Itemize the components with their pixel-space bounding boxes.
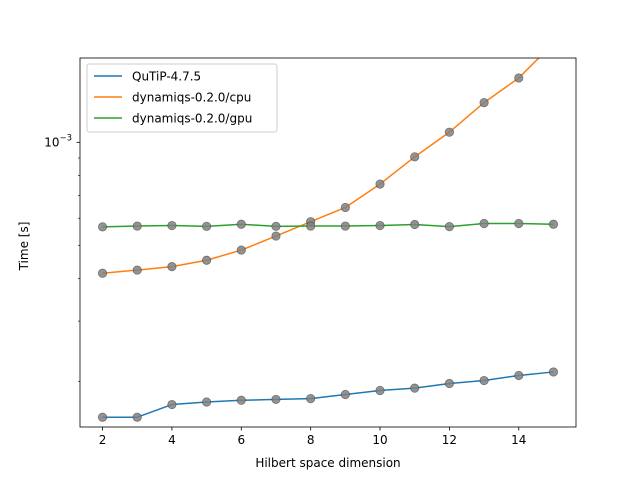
series-layer bbox=[97, 39, 559, 422]
data-point bbox=[514, 218, 524, 229]
x-tick-label: 4 bbox=[168, 433, 176, 447]
legend-label-2: dynamiqs-0.2.0/gpu bbox=[132, 112, 252, 126]
data-point bbox=[306, 221, 316, 231]
data-point bbox=[271, 394, 281, 405]
x-tick-label: 6 bbox=[237, 433, 245, 447]
data-point bbox=[167, 220, 177, 231]
data-point bbox=[444, 378, 454, 389]
data-point bbox=[97, 412, 108, 422]
data-point bbox=[444, 221, 454, 232]
x-tick-label: 10 bbox=[372, 433, 387, 447]
legend: QuTiP-4.7.5 dynamiqs-0.2.0/cpu dynamiqs-0.… bbox=[86, 63, 278, 133]
data-point bbox=[97, 268, 108, 278]
data-point bbox=[549, 39, 557, 47]
data-point bbox=[132, 221, 142, 231]
data-point bbox=[479, 98, 489, 108]
x-tick-label: 14 bbox=[511, 433, 526, 447]
y-axis-label: Time [s] bbox=[17, 222, 31, 272]
y-tick-label: 10−3 bbox=[44, 133, 72, 149]
data-point bbox=[202, 221, 212, 231]
data-point bbox=[167, 399, 177, 410]
data-point bbox=[167, 262, 177, 272]
legend-label-1: dynamiqs-0.2.0/cpu bbox=[132, 91, 251, 105]
plot-frame bbox=[79, 57, 577, 428]
data-point bbox=[271, 231, 281, 241]
data-point bbox=[132, 265, 142, 275]
data-point bbox=[375, 179, 385, 189]
data-point bbox=[375, 220, 385, 231]
data-point bbox=[97, 222, 108, 232]
data-point bbox=[548, 219, 559, 229]
data-point bbox=[410, 383, 420, 393]
series-line-0 bbox=[102, 371, 554, 418]
series-line-1 bbox=[102, 58, 540, 275]
x-axis-label: Hilbert space dimension bbox=[255, 456, 400, 470]
data-point bbox=[375, 385, 385, 396]
data-point bbox=[236, 245, 246, 255]
data-point bbox=[410, 152, 420, 162]
x-tick-label: 2 bbox=[99, 433, 107, 447]
legend-label-0: QuTiP-4.7.5 bbox=[132, 70, 201, 84]
x-tick-label: 12 bbox=[442, 433, 457, 447]
data-point bbox=[202, 397, 212, 407]
data-point bbox=[514, 73, 524, 83]
data-point bbox=[236, 219, 246, 229]
x-tick-label: 8 bbox=[307, 433, 315, 447]
axes-layer: 2 4 6 8 10 12 14 10−3 bbox=[44, 57, 577, 447]
data-point bbox=[202, 255, 212, 265]
data-point bbox=[548, 367, 559, 377]
data-point bbox=[410, 219, 420, 230]
data-point bbox=[271, 221, 281, 231]
data-point bbox=[444, 127, 454, 137]
data-point bbox=[479, 218, 489, 229]
data-point bbox=[340, 202, 350, 213]
data-point bbox=[340, 221, 350, 231]
data-point bbox=[306, 393, 316, 404]
data-point bbox=[479, 375, 489, 386]
data-point bbox=[514, 370, 524, 381]
data-point bbox=[236, 395, 246, 405]
plot-area bbox=[97, 39, 559, 422]
legend-box bbox=[86, 63, 278, 133]
series-line-2 bbox=[102, 222, 554, 228]
data-point bbox=[340, 389, 350, 400]
data-point bbox=[132, 412, 142, 422]
